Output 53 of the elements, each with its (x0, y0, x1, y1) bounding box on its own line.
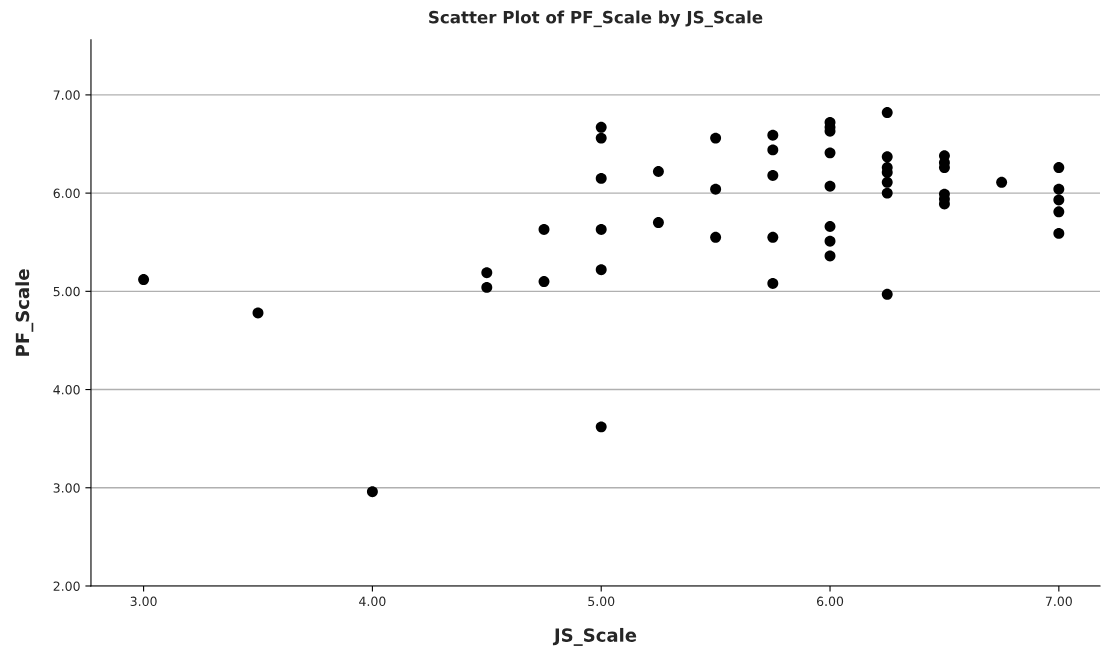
point (767, 231, 779, 243)
chart-title: Scatter Plot of PF_Scale by JS_Scale (429, 10, 763, 28)
point (652, 217, 664, 229)
point (710, 231, 722, 243)
point (824, 250, 836, 262)
y-tick-label: 3.00 (53, 483, 80, 493)
point (1053, 227, 1065, 239)
point (881, 107, 893, 119)
point (138, 274, 150, 286)
x-tick-label: 4.00 (359, 596, 386, 607)
point (881, 151, 893, 163)
x-tick-label: 6.00 (816, 596, 844, 607)
point (595, 132, 607, 144)
point (595, 264, 607, 276)
point (595, 172, 607, 184)
point (481, 281, 493, 293)
point (881, 176, 893, 188)
point (710, 132, 722, 144)
point (767, 278, 779, 289)
point (652, 166, 664, 177)
point (767, 144, 779, 156)
point (881, 187, 893, 199)
point (767, 129, 779, 141)
point (595, 121, 607, 133)
y-tick-label: 7.00 (53, 90, 80, 100)
x-axis-title: JS_Scale (552, 627, 637, 646)
point (481, 267, 493, 279)
point (1053, 162, 1065, 174)
y-tick-label: 6.00 (53, 188, 80, 199)
point (1053, 194, 1065, 206)
y-axis-title: PF_Scale (15, 269, 34, 356)
point (595, 223, 607, 235)
x-tick-label: 5.00 (588, 596, 615, 607)
point (824, 235, 836, 247)
point (1053, 183, 1065, 195)
x-tick-label: 3.00 (130, 596, 157, 607)
point (881, 288, 893, 300)
point (824, 221, 836, 232)
point (366, 486, 378, 498)
point (1053, 206, 1065, 218)
point (767, 169, 779, 181)
y-tick-label: 4.00 (53, 385, 80, 395)
point (824, 180, 836, 192)
point (996, 176, 1008, 188)
y-tick-label: 2.00 (53, 581, 80, 591)
point (595, 421, 607, 433)
x-tick-label: 7.00 (1045, 596, 1072, 607)
point (252, 307, 264, 319)
point (824, 147, 836, 159)
point (538, 276, 550, 287)
point (710, 183, 722, 195)
point (538, 223, 550, 235)
y-tick-label: 5.00 (53, 286, 80, 297)
